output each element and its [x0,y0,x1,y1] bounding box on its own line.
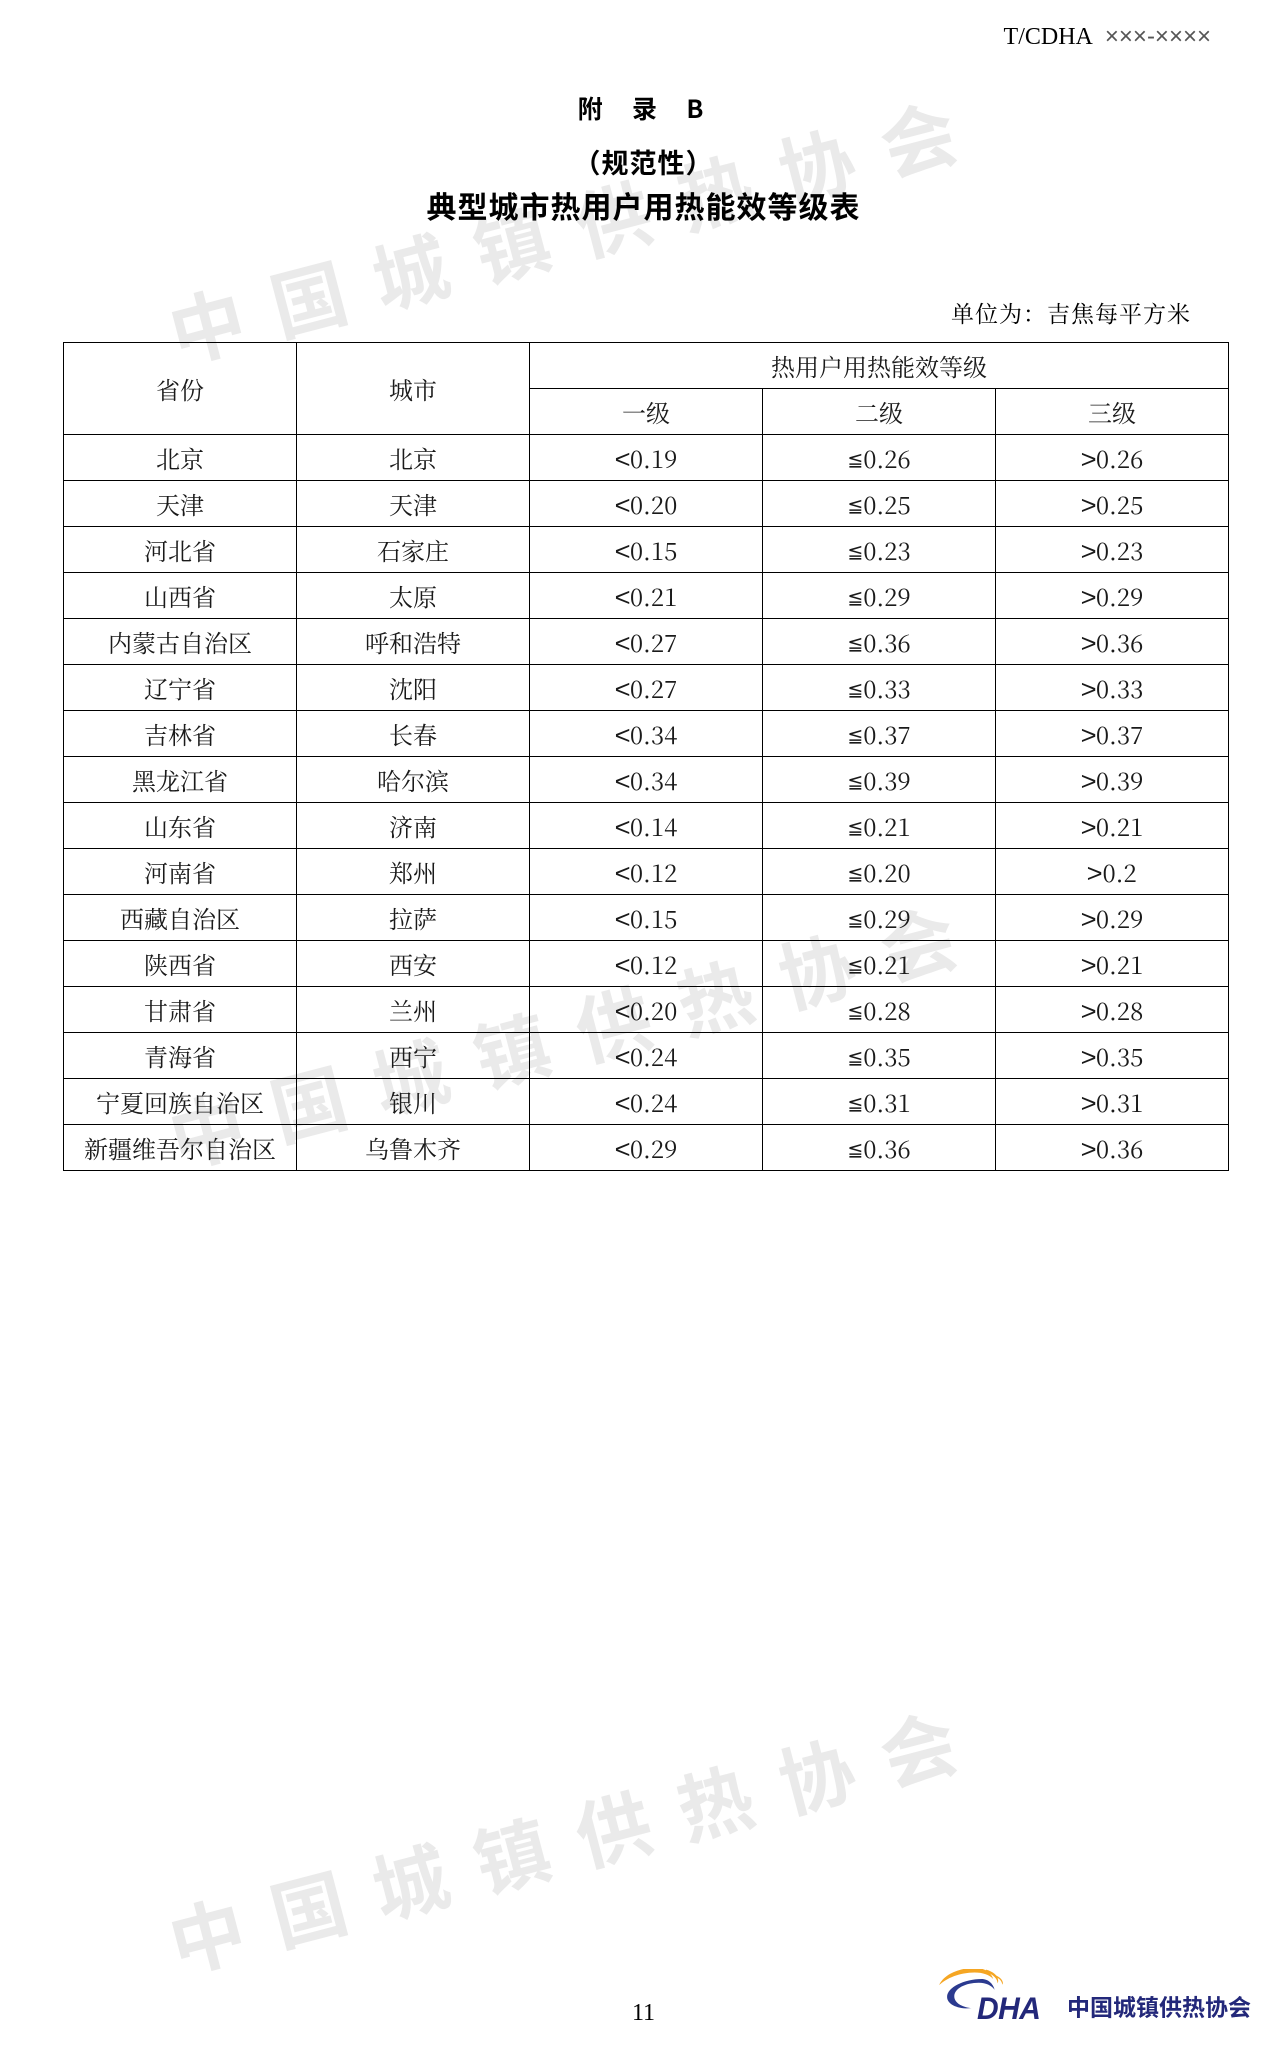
svg-text:DHA: DHA [977,1991,1040,2026]
svg-text:中国城镇供热协会: 中国城镇供热协会 [1067,1989,1251,2023]
